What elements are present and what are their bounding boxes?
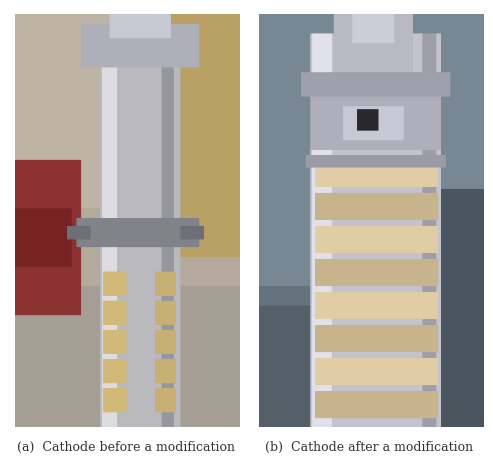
- Text: (a)  Cathode before a modification: (a) Cathode before a modification: [17, 441, 235, 454]
- Text: (b)  Cathode after a modification: (b) Cathode after a modification: [265, 441, 473, 454]
